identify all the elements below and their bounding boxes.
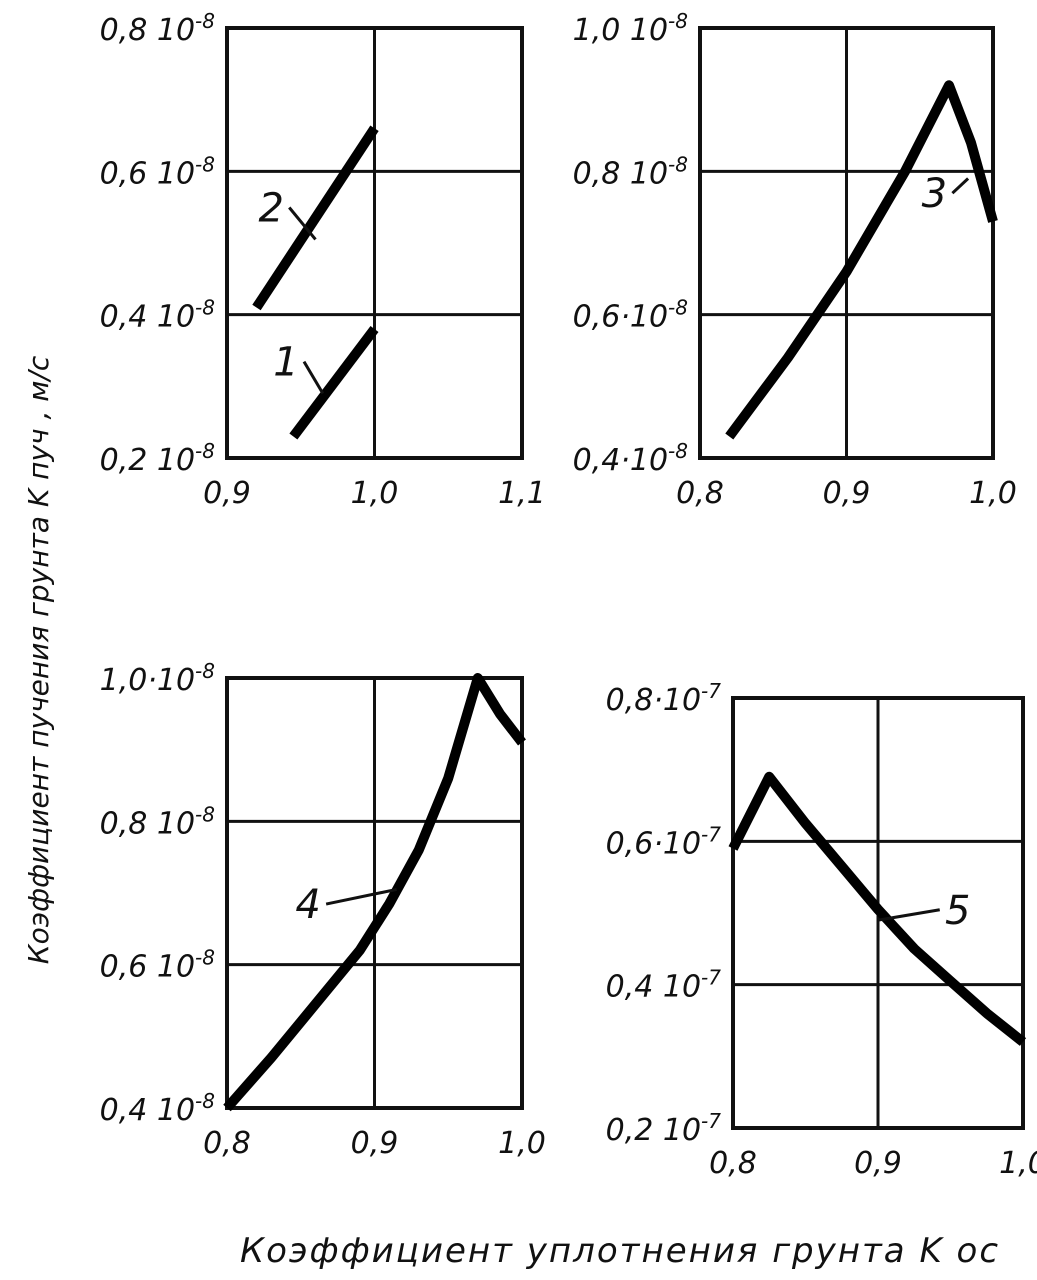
series-line-1: [289, 325, 379, 440]
x-tick-label: 1,0: [498, 1126, 546, 1161]
x-tick-label: 0,8: [203, 1126, 251, 1161]
plot-frame: [731, 696, 1025, 1130]
y-tick-label: 0,8 10-8: [100, 802, 215, 841]
leader-line-2: [288, 206, 317, 241]
x-tick-label: 0,9: [203, 476, 251, 511]
y-tick-label: 0,6·10-8: [573, 296, 688, 335]
panel-top-right: 0,8 0,9 1,0 0,4·10-8 0,6·10-8 0,8 10-8 1,0 10-…: [573, 9, 1017, 511]
y-tick-label: 0,6 10-8: [100, 946, 215, 985]
y-tick-label: 0,8 10-8: [573, 152, 688, 191]
leader-line-5: [877, 908, 940, 922]
y-tick-label: 0,4 10-7: [606, 966, 722, 1005]
y-axis-title: Коэффициент пучения грунта K пуч , м/с: [22, 355, 55, 964]
y-tick-label: 0,4 10-8: [100, 1089, 215, 1128]
y-tick-label: 1,0 10-8: [573, 9, 688, 48]
plot-frame: [225, 676, 524, 1110]
x-tick-label: 1,0: [969, 476, 1017, 511]
leader-line-1: [302, 360, 325, 395]
curve-label-4: 4: [295, 882, 320, 928]
x-axis-title: Коэффициент уплотнения грунта K ос: [240, 1231, 1000, 1271]
x-tick-label: 1,0: [999, 1146, 1037, 1181]
x-tick-label: 0,9: [351, 1126, 399, 1161]
curve-label-2: 2: [259, 186, 284, 232]
y-tick-label: 0,2 10-7: [606, 1109, 722, 1148]
plot-frame: [225, 26, 524, 460]
curve-label-3: 3: [922, 171, 947, 217]
plot-frame: [698, 26, 995, 460]
curve-label-1: 1: [273, 340, 298, 386]
x-tick-label: 0,8: [709, 1146, 757, 1181]
curve-label-5: 5: [945, 888, 970, 934]
y-tick-label: 0,6·10-7: [606, 822, 722, 861]
y-tick-label: 0,8 10-8: [100, 9, 215, 48]
y-tick-label: 0,6 10-8: [100, 152, 215, 191]
x-tick-label: 0,9: [854, 1146, 902, 1181]
x-tick-label: 0,9: [823, 476, 871, 511]
x-tick-label: 1,1: [498, 476, 546, 511]
series-line-3: [725, 80, 998, 440]
x-tick-label: 1,0: [351, 476, 399, 511]
series-line-4: [223, 673, 526, 1112]
series-line-5: [728, 771, 1027, 1046]
x-tick-label: 0,8: [676, 476, 724, 511]
panel-top-left: 0,9 1,0 1,1 0,2 10-8 0,4 10-8 0,6 10-8 0,8 10-…: [100, 9, 546, 511]
panel-bottom-left: 0,8 0,9 1,0 0,4 10-8 0,6 10-8 0,8 10-8 1,0·10-…: [100, 659, 546, 1161]
leader-line-3: [951, 177, 970, 195]
y-tick-label: 1,0·10-8: [100, 659, 215, 698]
leader-line-4: [325, 887, 397, 906]
y-tick-label: 0,8·10-7: [606, 679, 722, 718]
y-tick-label: 0,4·10-8: [573, 439, 688, 478]
series-line-2: [252, 125, 379, 311]
panel-bottom-right: 0,8 0,9 1,0 0,2 10-7 0,4 10-7 0,6·10-7 0,8·10-…: [606, 679, 1037, 1181]
y-tick-label: 0,4 10-8: [100, 296, 215, 335]
y-tick-label: 0,2 10-8: [100, 439, 215, 478]
